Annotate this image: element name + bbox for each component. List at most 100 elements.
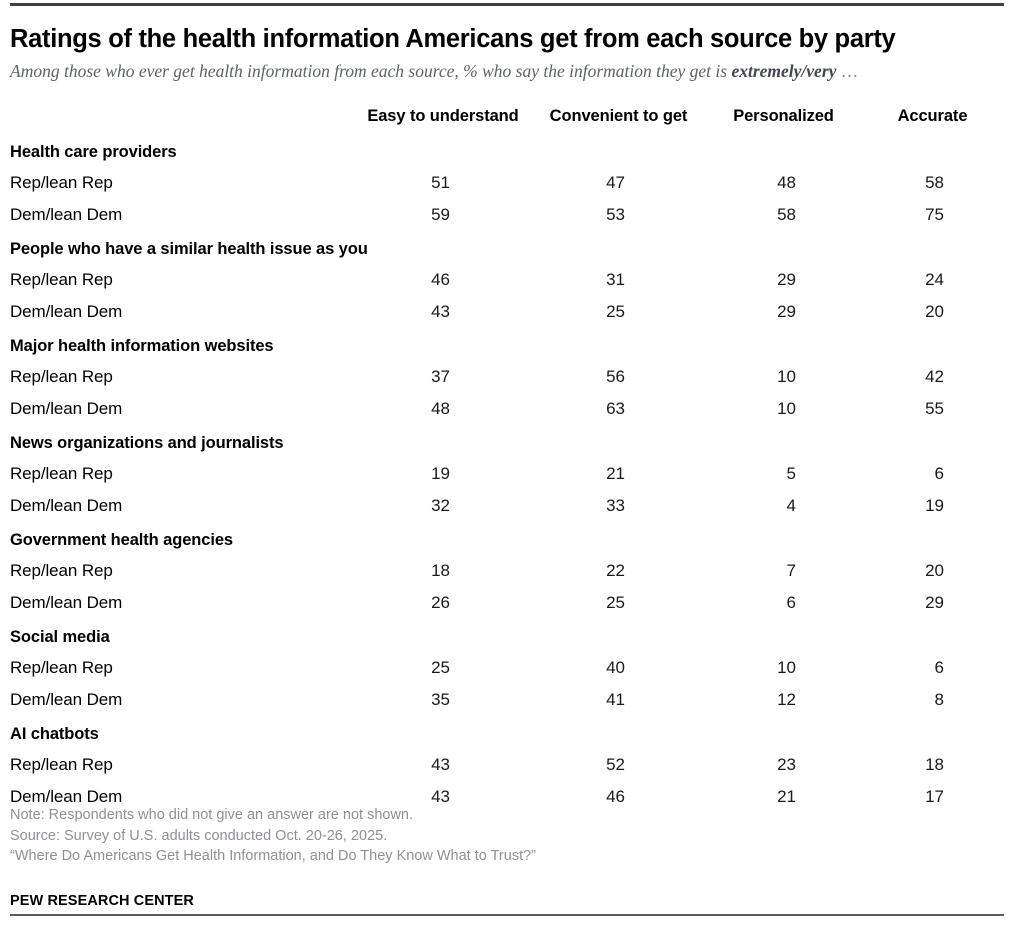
cell-value: 37: [431, 367, 450, 387]
table-row: Rep/lean Rep 18 22 7 20: [10, 555, 1004, 587]
page-subtitle: Among those who ever get health informat…: [10, 60, 1010, 83]
row-label: Dem/lean Dem: [10, 399, 123, 419]
column-header-easy-to-understand: Easy to understand: [367, 107, 519, 126]
row-label: Rep/lean Rep: [10, 367, 113, 387]
column-header-accurate: Accurate: [897, 107, 968, 126]
footnote-note: Note: Respondents who did not give an an…: [10, 807, 414, 824]
cell-value: 21: [606, 464, 625, 484]
table-row: Dem/lean Dem 43 46 21 17: [10, 781, 1004, 813]
cell-value: 25: [606, 302, 625, 322]
cell-value: 4: [786, 496, 796, 516]
cell-value: 24: [925, 270, 944, 290]
chart-footer: Note: Respondents who did not give an an…: [10, 805, 1004, 936]
cell-value: 8: [934, 690, 944, 710]
subtitle-trailing: …: [836, 61, 859, 82]
row-label: Rep/lean Rep: [10, 270, 113, 290]
column-header-convenient-to-get: Convenient to get: [549, 107, 688, 126]
group-label: Health care providers: [10, 143, 177, 162]
group-label: Social media: [10, 628, 110, 647]
pew-research-center-brand: PEW RESEARCH CENTER: [10, 893, 194, 909]
cell-value: 51: [431, 173, 450, 193]
table-group-row: Major health information websites: [10, 328, 1004, 361]
row-label: Dem/lean Dem: [10, 205, 123, 225]
cell-value: 46: [431, 270, 450, 290]
table-group-row: People who have a similar health issue a…: [10, 231, 1004, 264]
cell-value: 10: [777, 658, 796, 678]
cell-value: 7: [786, 561, 796, 581]
cell-value: 10: [777, 367, 796, 387]
group-label: Government health agencies: [10, 531, 233, 550]
table-header: Easy to understand Convenient to get Per…: [10, 107, 1004, 134]
table-row: Dem/lean Dem 32 33 4 19: [10, 490, 1004, 522]
cell-value: 52: [606, 755, 625, 775]
cell-value: 32: [431, 496, 450, 516]
row-label: Rep/lean Rep: [10, 755, 113, 775]
table-row: Rep/lean Rep 19 21 5 6: [10, 458, 1004, 490]
table-row: Rep/lean Rep 37 56 10 42: [10, 361, 1004, 393]
cell-value: 25: [431, 658, 450, 678]
cell-value: 47: [606, 173, 625, 193]
table-header-row: Easy to understand Convenient to get Per…: [10, 107, 1004, 134]
group-label: AI chatbots: [10, 725, 99, 744]
table-group-row: Health care providers: [10, 134, 1004, 167]
table-row: Dem/lean Dem 43 25 29 20: [10, 296, 1004, 328]
bottom-divider: [10, 914, 1004, 916]
cell-value: 41: [606, 690, 625, 710]
table-row: Rep/lean Rep 25 40 10 6: [10, 652, 1004, 684]
cell-value: 20: [925, 561, 944, 581]
footnote-report-title: “Where Do Americans Get Health Informati…: [10, 848, 536, 865]
cell-value: 42: [925, 367, 944, 387]
table-row: Dem/lean Dem 26 25 6 29: [10, 587, 1004, 619]
row-label: Dem/lean Dem: [10, 496, 123, 516]
cell-value: 29: [777, 270, 796, 290]
cell-value: 6: [934, 658, 944, 678]
cell-value: 43: [431, 787, 450, 807]
cell-value: 6: [786, 593, 796, 613]
table-row: Rep/lean Rep 46 31 29 24: [10, 264, 1004, 296]
cell-value: 29: [777, 302, 796, 322]
row-label: Rep/lean Rep: [10, 658, 113, 678]
cell-value: 56: [606, 367, 625, 387]
cell-value: 20: [925, 302, 944, 322]
cell-value: 75: [925, 205, 944, 225]
column-header-label: [10, 107, 355, 134]
cell-value: 33: [606, 496, 625, 516]
cell-value: 46: [606, 787, 625, 807]
row-label: Dem/lean Dem: [10, 302, 123, 322]
cell-value: 5: [786, 464, 796, 484]
cell-value: 43: [431, 302, 450, 322]
group-label: News organizations and journalists: [10, 434, 284, 453]
cell-value: 6: [934, 464, 944, 484]
cell-value: 19: [431, 464, 450, 484]
footnote-source: Source: Survey of U.S. adults conducted …: [10, 827, 388, 844]
cell-value: 55: [925, 399, 944, 419]
table-group-row: AI chatbots: [10, 716, 1004, 749]
cell-value: 35: [431, 690, 450, 710]
cell-value: 26: [431, 593, 450, 613]
cell-value: 40: [606, 658, 625, 678]
cell-value: 10: [777, 399, 796, 419]
table-group-row: Government health agencies: [10, 522, 1004, 555]
cell-value: 31: [606, 270, 625, 290]
table-row: Dem/lean Dem 48 63 10 55: [10, 393, 1004, 425]
row-label: Dem/lean Dem: [10, 787, 123, 807]
table-row: Rep/lean Rep 43 52 23 18: [10, 749, 1004, 781]
row-label: Rep/lean Rep: [10, 561, 113, 581]
subtitle-lead: Among those who ever get health informat…: [10, 61, 732, 82]
table-row: Dem/lean Dem 35 41 12 8: [10, 684, 1004, 716]
cell-value: 22: [606, 561, 625, 581]
row-label: Rep/lean Rep: [10, 173, 113, 193]
table-row: Dem/lean Dem 59 53 58 75: [10, 199, 1004, 231]
cell-value: 25: [606, 593, 625, 613]
cell-value: 63: [606, 399, 625, 419]
cell-value: 21: [777, 787, 796, 807]
cell-value: 48: [777, 173, 796, 193]
cell-value: 18: [925, 755, 944, 775]
footnotes: Note: Respondents who did not give an an…: [10, 805, 1004, 867]
row-label: Dem/lean Dem: [10, 690, 123, 710]
table-body: Health care providers Rep/lean Rep 51 47 48 5…: [10, 134, 1004, 813]
ratings-table: Easy to understand Convenient to get Per…: [10, 107, 1004, 813]
table-group-row: News organizations and journalists: [10, 425, 1004, 458]
cell-value: 19: [925, 496, 944, 516]
